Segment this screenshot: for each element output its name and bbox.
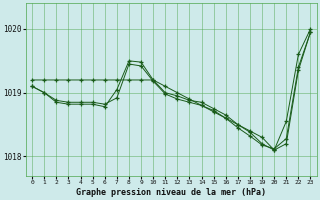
X-axis label: Graphe pression niveau de la mer (hPa): Graphe pression niveau de la mer (hPa) [76, 188, 266, 197]
